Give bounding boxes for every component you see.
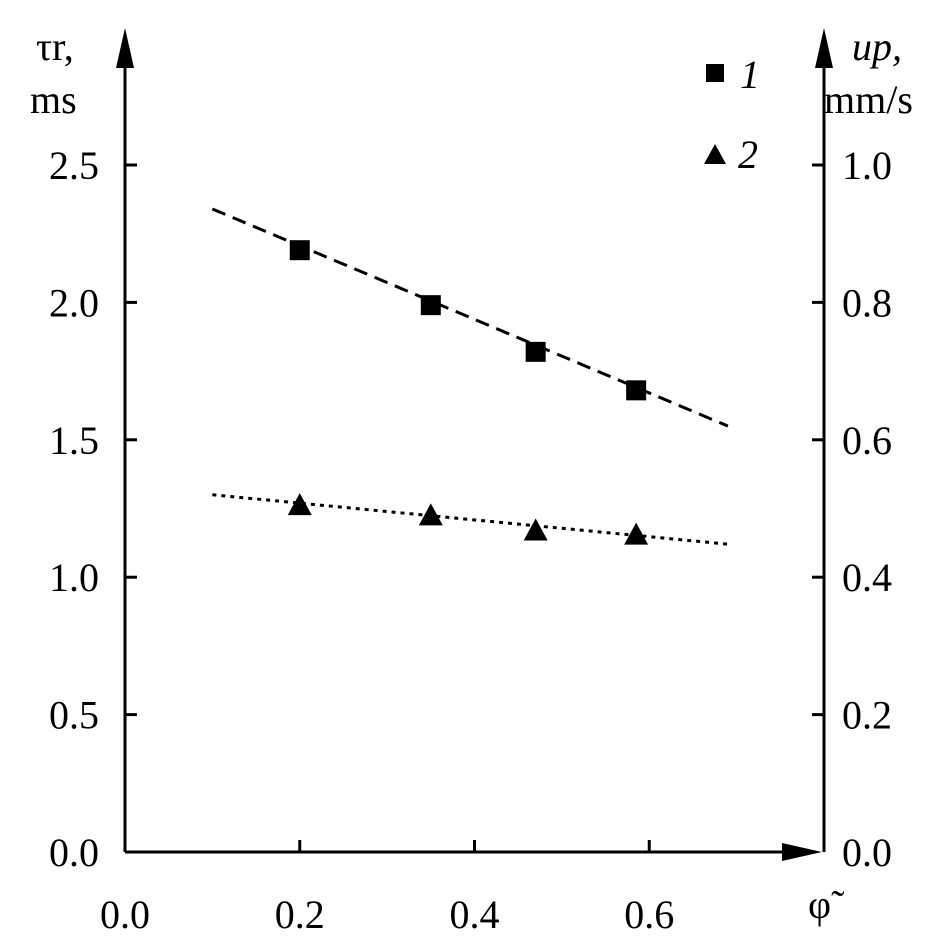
trendlines [211,207,729,546]
legend: 1 2 [704,52,760,177]
legend-triangle-marker [704,144,726,164]
square-marker [289,240,310,261]
left-y-tick-label: 0.0 [49,830,99,875]
right-y-axis-arrow [815,28,833,68]
left-y-axis-arrow [116,28,134,68]
right-y-tick-label: 0.0 [842,830,892,875]
left-y-tick-label: 2.0 [49,280,99,325]
legend-label-2: 2 [738,132,758,177]
x-axis-arrow [782,843,822,861]
square-marker [525,341,546,362]
left-y-tick-label: 2.5 [49,143,99,188]
data-markers [287,240,649,545]
trendline-series-1 [211,207,729,428]
triangle-marker [287,493,312,516]
x-tick-label: 0.4 [450,892,500,937]
x-tick-label: 0.0 [100,892,150,937]
right-y-tick-label: 1.0 [842,143,892,188]
right-axis-title-unit: mm/s [824,77,913,122]
ticks: 0.0 0.2 0.4 0.6 0.0 0.5 1.0 1.5 2.0 2.5 0.0 0.2 0.4 0… [49,143,892,937]
left-axis-title-symbol: τr, [36,24,74,69]
triangle-marker [624,522,649,545]
left-y-tick-label: 0.5 [49,693,99,738]
x-tick-label: 0.6 [624,892,674,937]
legend-square-marker [706,64,724,82]
right-y-tick-label: 0.2 [842,693,892,738]
left-axis-title-unit: ms [30,77,77,122]
left-y-tick-label: 1.0 [49,555,99,600]
legend-label-1: 1 [740,52,760,97]
right-y-tick-label: 0.8 [842,280,892,325]
trendline-series-2 [212,493,729,546]
square-marker [420,295,441,316]
triangle-marker [418,503,443,526]
right-y-tick-label: 0.4 [842,555,892,600]
triangle-marker [523,518,548,541]
left-y-tick-label: 1.5 [49,418,99,463]
square-marker [626,380,647,401]
right-axis-title-symbol: up, [852,24,902,69]
right-y-tick-label: 0.6 [842,418,892,463]
x-axis-title: φ̃ [808,882,845,927]
x-tick-label: 0.2 [275,892,325,937]
